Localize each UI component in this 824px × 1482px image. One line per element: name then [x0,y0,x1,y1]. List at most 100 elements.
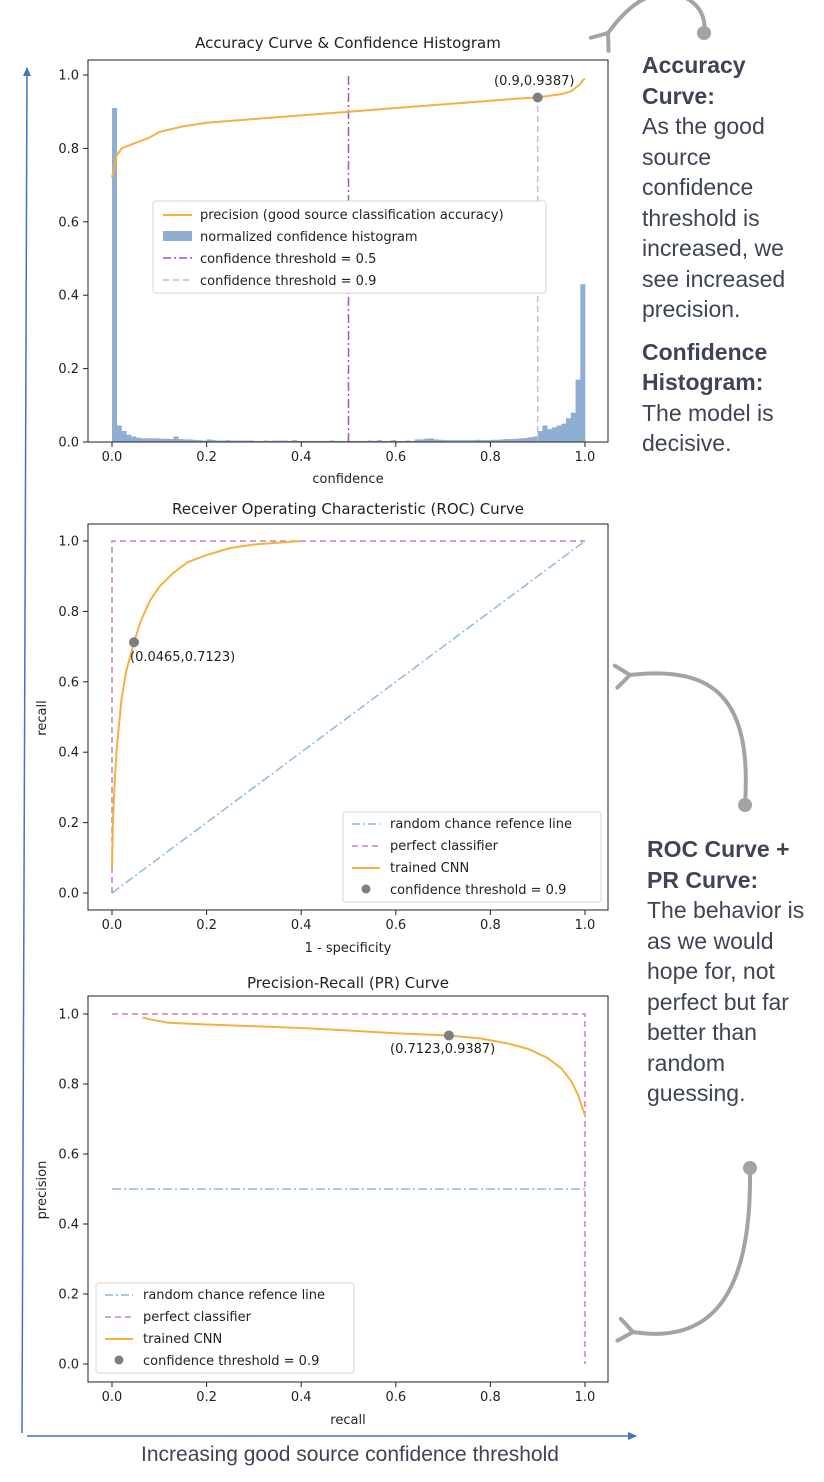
rocpr-annotation: ROC Curve + PR Curve: The behavior is as… [647,834,819,1109]
histogram-bar [381,440,387,442]
histogram-bar [187,439,193,442]
rocpr-annotation-body: The behavior is as we would hope for, no… [647,897,805,1106]
y-tick-label: 0.6 [58,1148,79,1163]
legend-item-threshold-0.5: confidence threshold = 0.5 [200,252,376,267]
threshold-marker [128,637,139,648]
histogram-bar [216,440,222,442]
x-direction-caption: Increasing good source confidence thresh… [141,1443,559,1466]
histogram-bar [414,439,420,442]
histogram-bar [291,440,297,442]
histogram-bar [433,439,439,442]
x-tick-label: 1.0 [575,918,596,933]
histogram-bar [239,440,245,442]
legend-item-histogram: normalized confidence histogram [200,230,418,245]
histogram-bar [424,438,430,442]
histogram-bar [391,440,397,442]
histogram-bar [362,440,368,442]
marker-label: (0.7123,0.9387) [390,1042,495,1057]
histogram-bar [537,430,543,442]
axes: 0.0 0.2 0.4 0.6 0.8 1.0 0.0 0.2 0.4 0.6 0.8 1.0 [58,535,595,934]
histogram-bar [244,440,250,442]
y-tick-label: 1.0 [58,69,79,84]
histogram-bar [485,440,491,442]
histogram-bar [182,439,188,442]
histogram-bar [509,439,515,442]
histogram-bar [357,440,363,442]
plot-frame [87,995,609,1383]
histogram-bar [206,439,212,442]
y-axis-label: precision [35,1161,50,1220]
accuracy-annotation-body: As the good source confidence threshold … [642,113,786,322]
histogram-bar [145,438,151,442]
histogram-bar [173,436,179,442]
histogram-bar [197,440,203,442]
x-tick-label: 0.6 [385,918,406,933]
histogram-bar [339,440,345,442]
histogram-bar [376,440,382,442]
trained-cnn-curve [111,540,302,869]
histogram-bar [561,423,567,442]
histogram-bar [159,438,165,442]
threshold-marker [532,92,543,103]
histogram-bar [140,438,146,442]
histogram-bar [480,440,486,442]
plot-frame [87,59,609,443]
histogram-bar [178,439,184,442]
histogram-bar [315,440,321,442]
legend-item-threshold: confidence threshold = 0.9 [143,1354,319,1369]
histogram-bar [268,440,274,442]
x-tick-label: 0.4 [291,918,312,933]
legend-item-threshold: confidence threshold = 0.9 [390,883,566,898]
marker-label: (0.0465,0.7123) [130,650,235,665]
histogram-bar [305,440,311,442]
rocpr-annotation-title: ROC Curve + PR Curve: [647,836,790,893]
marker-label: (0.9,0.9387) [494,74,574,89]
y-tick-label: 0.6 [58,215,79,230]
y-axis-label: recall [35,700,50,735]
axes: 0.0 0.2 0.4 0.6 0.8 1.0 0.0 0.2 0.4 0.6 0.8 1.0 [58,1008,595,1406]
chart-title: Accuracy Curve & Confidence Histogram [195,34,501,52]
histogram-bar [126,434,132,442]
accuracy-annotation: Accuracy Curve: As the good source confi… [642,50,817,459]
legend: precision (good source classification ac… [152,200,547,294]
accuracy-annotation-title: Accuracy Curve: [642,52,746,109]
histogram-bar [466,440,472,442]
legend-item-trained: trained CNN [390,861,469,876]
random-chance-line [111,540,586,894]
histogram-bar [334,440,340,442]
y-tick-label: 0.8 [58,605,79,620]
histogram-bar [258,440,264,442]
histogram-bar [452,440,458,442]
histogram-bar [211,440,217,442]
axes: 0.0 0.2 0.4 0.6 0.8 1.0 0.0 0.2 0.4 0.6 0.8 1.0 [58,69,595,466]
histogram-bar [168,439,174,442]
legend-item-random: random chance refence line [390,817,572,832]
histogram-bar [343,440,349,442]
histogram-bar [495,439,501,442]
histogram-bar [499,439,505,442]
histogram-bar [130,436,136,442]
histogram-bar [272,440,278,442]
histogram-bar [192,439,198,442]
histogram-bar [566,418,572,442]
histogram-bar [263,440,269,442]
histogram-bar [471,440,477,442]
chart-title: Precision-Recall (PR) Curve [247,974,449,992]
histogram-bar [504,439,510,442]
x-tick-label: 0.2 [196,1390,217,1405]
x-tick-label: 0.4 [291,1390,312,1405]
histogram-bar [419,439,425,442]
y-tick-label: 0.0 [58,1358,79,1373]
histogram-bar [405,440,411,442]
x-tick-label: 0.8 [480,450,501,465]
x-tick-label: 0.0 [102,450,123,465]
x-tick-label: 0.0 [102,1390,123,1405]
histogram-bar [301,440,307,442]
histogram-bar [443,440,449,442]
histogram-bar [580,284,586,442]
histogram-bar [551,427,557,442]
y-tick-label: 0.4 [58,1218,79,1233]
x-axis-label: recall [330,1413,365,1428]
y-tick-label: 0.2 [58,1288,79,1303]
histogram-bar [353,440,359,442]
